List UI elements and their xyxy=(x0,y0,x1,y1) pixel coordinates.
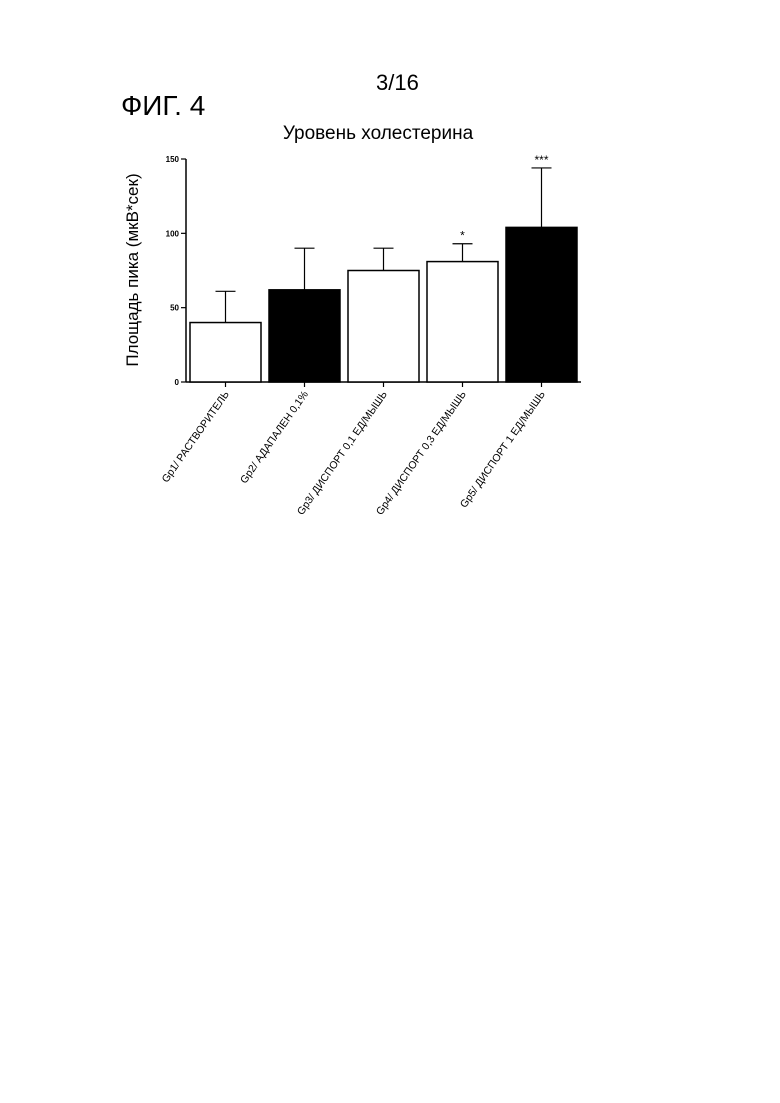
bar xyxy=(190,323,261,382)
x-tick-label: Gp1/ РАСТВОРИТЕЛЬ xyxy=(160,389,232,485)
significance-label: *** xyxy=(534,153,548,167)
chart-title: Уровень холестерина xyxy=(283,123,474,144)
x-tick-label: Gp4/ ДИСПОРТ 0,3 ЕД/МЫШЬ xyxy=(374,389,469,518)
y-axis-label: Площадь пика (мкВ*сек) xyxy=(123,173,142,366)
bar xyxy=(427,262,498,382)
bar xyxy=(348,271,419,383)
bar xyxy=(506,227,577,382)
plot-area: 0 50 100 150 Gp1/ РАСТВОРИТЕЛЬGp2/ АДАПАЛЕН … xyxy=(160,153,581,518)
significance-label: * xyxy=(460,229,465,243)
y-tick-label: 150 xyxy=(166,155,180,164)
bar-chart: Уровень холестерина Площадь пика (мкВ*се… xyxy=(0,0,780,560)
x-tick-label: Gp5/ ДИСПОРТ 1 ЕД/МЫШЬ xyxy=(458,389,548,511)
x-tick-label: Gp3/ ДИСПОРТ 0,1 ЕД/МЫШЬ xyxy=(295,389,390,518)
x-tick-label: Gp2/ АДАПАЛЕН 0,1% xyxy=(238,389,311,486)
y-tick-label: 100 xyxy=(166,229,180,238)
y-tick-label: 50 xyxy=(170,304,179,313)
bar xyxy=(269,290,340,382)
y-tick-label: 0 xyxy=(175,378,180,387)
